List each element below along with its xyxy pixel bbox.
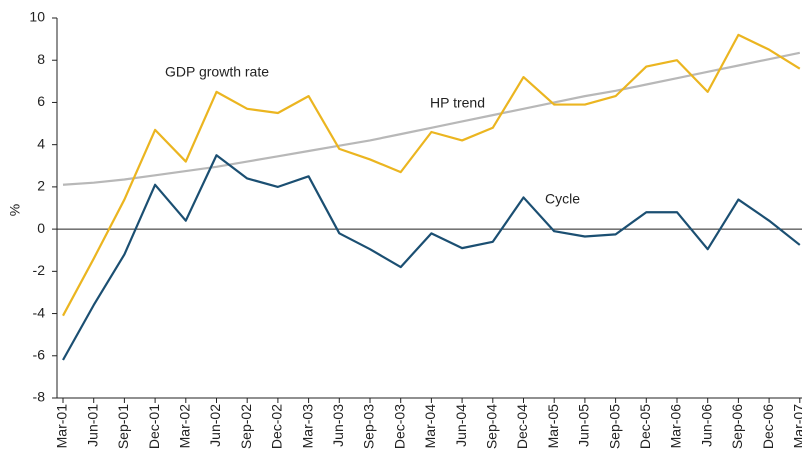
x-tick-label: Jun-02 [207, 404, 223, 447]
series-label: Cycle [545, 191, 580, 207]
y-tick-label: 6 [37, 93, 45, 109]
x-tick-label: Sep-03 [361, 404, 377, 449]
y-tick-label: -2 [33, 262, 46, 278]
y-tick-label: -4 [33, 304, 46, 320]
x-tick-label: Dec-06 [760, 404, 776, 449]
x-tick-label: Sep-06 [729, 404, 745, 449]
x-tick-label: Jun-06 [698, 404, 714, 447]
y-tick-label: -8 [33, 389, 46, 405]
y-axis-label: % [7, 204, 23, 216]
x-tick-label: Mar-05 [545, 404, 561, 449]
x-tick-label: Mar-04 [422, 404, 438, 449]
x-tick-label: Dec-03 [391, 404, 407, 449]
series-label: GDP growth rate [165, 64, 269, 80]
series-line [62, 33, 801, 317]
x-tick-label: Jun-01 [84, 404, 100, 447]
series-label: HP trend [430, 95, 485, 111]
x-tick-label: Jun-03 [330, 404, 346, 447]
y-tick-label: 8 [37, 51, 45, 67]
x-tick-label: Dec-02 [269, 404, 285, 449]
x-tick-label: Mar-06 [668, 404, 684, 449]
x-tick-label: Mar-07 [791, 404, 802, 449]
x-tick-label: Dec-01 [146, 404, 162, 449]
x-tick-label: Jun-04 [453, 404, 469, 447]
x-tick-label: Sep-02 [238, 404, 254, 449]
x-tick-label: Sep-04 [484, 404, 500, 449]
series-line [62, 51, 801, 186]
y-tick-label: -6 [33, 346, 46, 362]
x-tick-label: Dec-04 [514, 404, 530, 449]
y-tick-label: 10 [29, 9, 45, 25]
x-tick-label: Mar-03 [299, 404, 315, 449]
x-tick-label: Sep-01 [115, 404, 131, 449]
x-tick-label: Dec-05 [637, 404, 653, 449]
x-tick-label: Sep-05 [606, 404, 622, 449]
series-line [62, 154, 801, 361]
x-tick-label: Mar-01 [54, 404, 70, 449]
y-tick-label: 4 [37, 135, 45, 151]
y-tick-label: 0 [37, 220, 45, 236]
x-tick-label: Mar-02 [177, 404, 193, 449]
y-tick-label: 2 [37, 178, 45, 194]
x-tick-label: Jun-05 [576, 404, 592, 447]
